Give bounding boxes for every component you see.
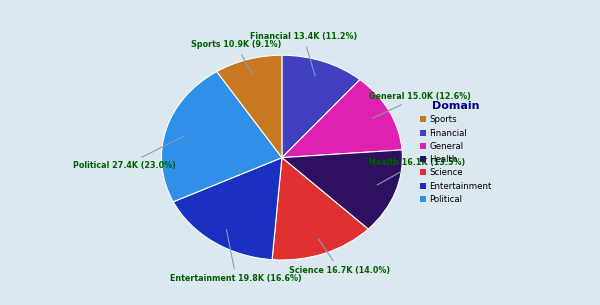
Text: Financial 13.4K (11.2%): Financial 13.4K (11.2%) bbox=[250, 32, 357, 76]
Wedge shape bbox=[161, 71, 282, 202]
Text: Sports 10.9K (9.1%): Sports 10.9K (9.1%) bbox=[191, 41, 281, 75]
Wedge shape bbox=[272, 158, 368, 260]
Legend: Sports, Financial, General, Health, Science, Entertainment, Political: Sports, Financial, General, Health, Scie… bbox=[420, 101, 492, 204]
Text: Science 16.7K (14.0%): Science 16.7K (14.0%) bbox=[289, 239, 391, 275]
Text: Political 27.4K (23.0%): Political 27.4K (23.0%) bbox=[73, 136, 184, 170]
Text: Health 16.1K (13.5%): Health 16.1K (13.5%) bbox=[368, 158, 465, 185]
Wedge shape bbox=[282, 150, 403, 229]
Text: Entertainment 19.8K (16.6%): Entertainment 19.8K (16.6%) bbox=[170, 229, 302, 283]
Wedge shape bbox=[217, 55, 282, 158]
Wedge shape bbox=[173, 158, 282, 260]
Wedge shape bbox=[282, 80, 402, 158]
Wedge shape bbox=[282, 55, 360, 158]
Text: General 15.0K (12.6%): General 15.0K (12.6%) bbox=[368, 92, 470, 118]
